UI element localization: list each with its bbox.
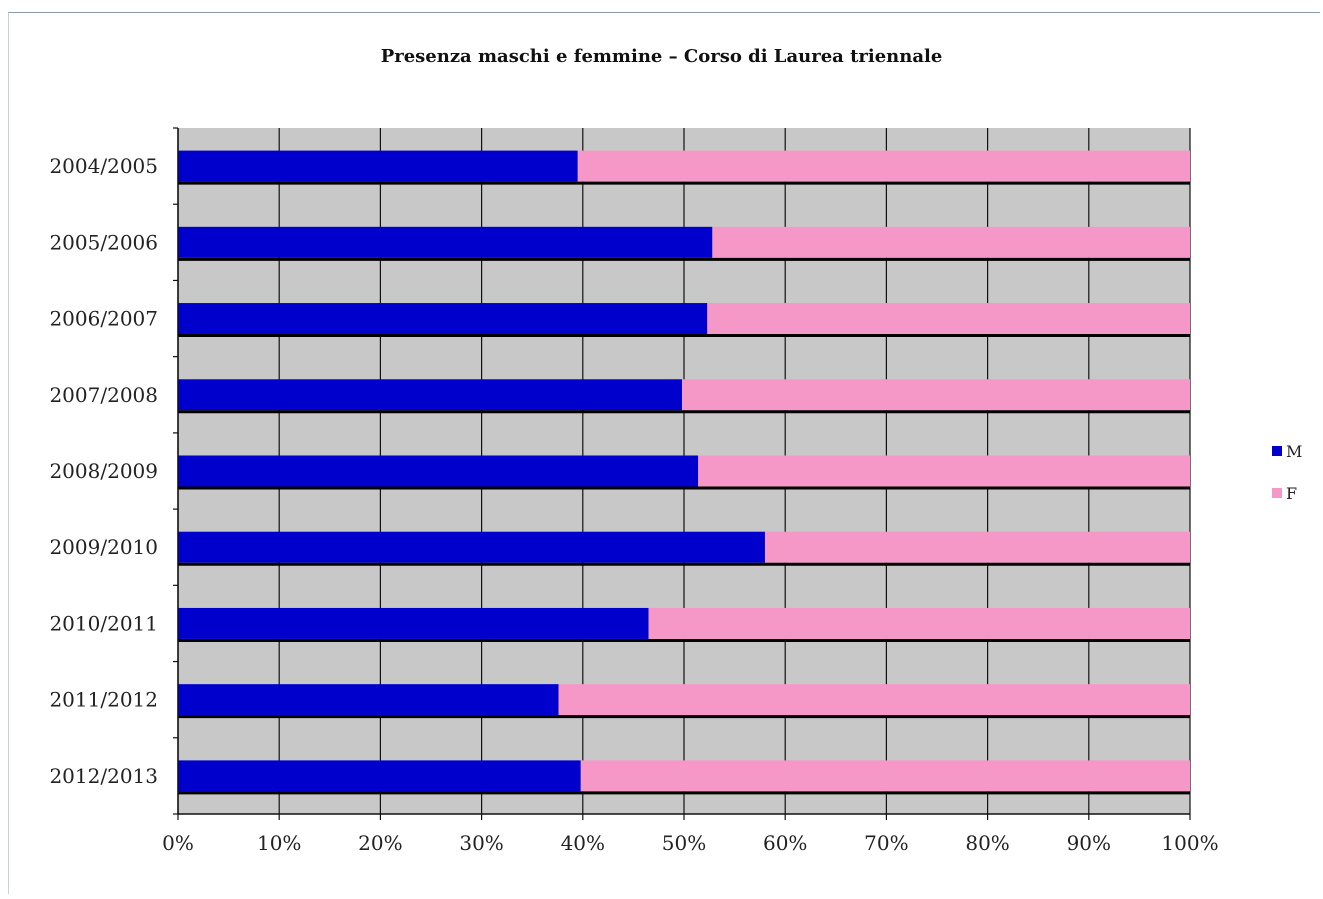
bar-f-6: [648, 607, 1190, 639]
bar-f-2: [707, 303, 1190, 335]
bar-m-0: [178, 150, 578, 182]
bar-m-4: [178, 455, 699, 487]
bar-m-7: [178, 684, 559, 716]
bar-f-5: [764, 531, 1190, 563]
x-tick-label: 80%: [965, 831, 1009, 855]
bar-f-8: [580, 760, 1190, 792]
y-tick-label: 2007/2008: [49, 383, 158, 407]
legend-swatch-m: [1272, 446, 1282, 456]
legend-label-m: M: [1286, 441, 1303, 461]
x-tick-label: 100%: [1161, 831, 1218, 855]
bar-m-5: [178, 531, 765, 563]
y-tick-label: 2009/2010: [49, 535, 158, 559]
x-tick-label: 90%: [1067, 831, 1111, 855]
bar-f-3: [681, 379, 1190, 411]
bar-m-3: [178, 379, 682, 411]
x-tick-label: 10%: [257, 831, 301, 855]
y-tick-label: 2004/2005: [49, 154, 158, 178]
y-tick-label: 2010/2011: [49, 611, 158, 635]
bar-f-4: [698, 455, 1190, 487]
y-tick-label: 2006/2007: [49, 307, 158, 331]
x-tick-label: 40%: [561, 831, 605, 855]
chart-title: Presenza maschi e femmine – Corso di Lau…: [380, 46, 943, 67]
bar-m-8: [178, 760, 581, 792]
y-tick-label: 2011/2012: [49, 688, 158, 712]
x-tick-label: 50%: [662, 831, 706, 855]
bar-m-6: [178, 607, 649, 639]
y-tick-label: 2008/2009: [49, 459, 158, 483]
y-tick-label: 2005/2006: [49, 230, 158, 254]
legend-swatch-f: [1272, 488, 1282, 498]
bar-f-7: [558, 684, 1190, 716]
x-tick-label: 0%: [162, 831, 194, 855]
y-tick-label: 2012/2013: [49, 764, 158, 788]
bar-f-0: [577, 150, 1190, 182]
x-tick-label: 60%: [763, 831, 807, 855]
legend: M F: [1272, 440, 1302, 524]
legend-label-f: F: [1286, 483, 1298, 503]
bar-m-2: [178, 303, 708, 335]
x-tick-label: 30%: [459, 831, 503, 855]
x-tick-label: 70%: [864, 831, 908, 855]
x-tick-label: 20%: [358, 831, 402, 855]
bar-f-1: [712, 226, 1190, 258]
legend-item-f: F: [1272, 482, 1302, 504]
chart-frame: [8, 12, 1320, 894]
bar-m-1: [178, 226, 713, 258]
legend-item-m: M: [1272, 440, 1302, 462]
